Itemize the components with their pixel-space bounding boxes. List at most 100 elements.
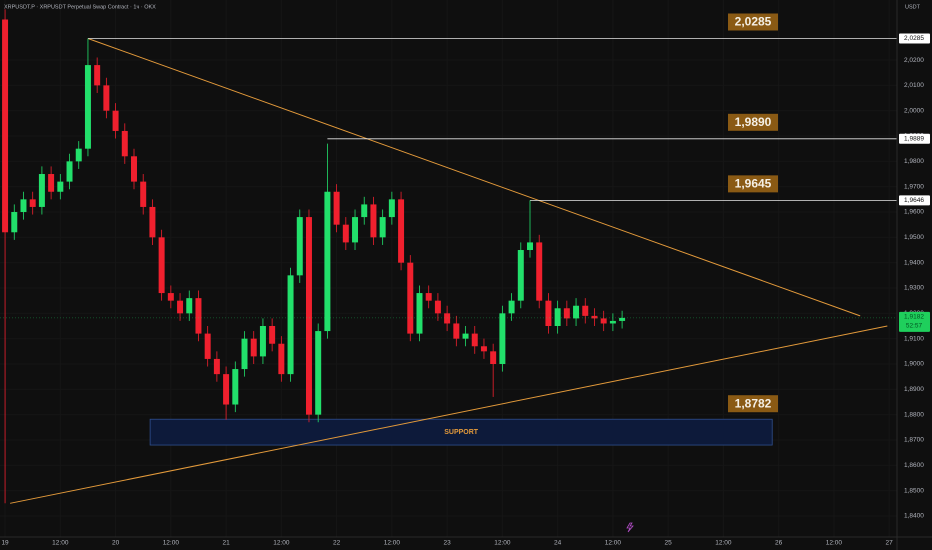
x-tick-label: 12:00 [826,540,843,547]
x-tick-label: 23 [444,540,452,547]
y-tick-label: 1,9800 [904,158,924,165]
candle-body [204,333,211,359]
x-tick-label: 12:00 [605,540,622,547]
level-tag [899,133,930,144]
candle-body [213,358,220,375]
y-tick-label: 1,8400 [904,513,924,520]
y-tick-label: 2,0100 [904,82,924,89]
callout-label: 2,0285 [735,15,772,29]
x-tick-label: 24 [554,540,562,547]
y-tick-label: 1,9300 [904,285,924,292]
candle-body [324,191,331,332]
callout-box [728,113,778,131]
icon [626,522,634,533]
x-tick-label: 12:00 [494,540,511,547]
candle-body [121,130,128,157]
candle-body [471,333,478,347]
candle-body [11,212,18,233]
candle-body [66,161,73,182]
candle-body [600,318,607,324]
candle-body [305,217,312,415]
candle-body [416,293,423,334]
candle-body [287,275,294,375]
candle-body [591,315,598,319]
candle-body [407,262,414,334]
x-tick-label: 22 [333,540,341,547]
x-tick-label: 12:00 [384,540,401,547]
y-tick-label: 1,8600 [904,462,924,469]
candle-body [48,174,55,192]
candle-body [315,331,322,415]
candle-body [269,325,276,344]
trendline [87,38,861,317]
candle-body [103,85,110,111]
chart-title: XRPUSDT.P · XRPUSDT Perpetual Swap Contr… [4,4,156,10]
candle-body [112,110,119,131]
currency: USDT [905,4,921,10]
candle-body [75,148,82,162]
x-tick-label: 20 [112,540,120,547]
callout-box [728,395,778,413]
candle-body [379,217,386,238]
candle-body [57,181,64,192]
candle-body [167,293,174,301]
callout-label: 1,9645 [735,177,772,191]
y-tick-label: 2,0200 [904,57,924,64]
candle-body [296,217,303,276]
candle-body [499,313,506,364]
trendline [10,325,888,504]
y-tick-label: 1,8500 [904,487,924,494]
candle-body [582,305,589,316]
candle-body [573,305,580,319]
candle-body [158,237,165,294]
candle-body [480,346,487,352]
candle-body [490,351,497,364]
price-axis-bg [897,0,932,550]
level-tag [899,195,930,206]
candle-body [94,65,101,86]
y-tick-label: 2,0000 [904,107,924,114]
candle-body [352,217,359,243]
candle-body [462,333,469,339]
callout-box [728,13,778,31]
candle-body [434,300,441,314]
candle-body [563,308,570,319]
candle-body [241,338,248,370]
candle-body [186,298,193,314]
level-tag [899,33,930,44]
candle-body [20,199,27,213]
candle-body [195,298,202,334]
candle-body [527,242,533,251]
level-tag-label: 1,9889 [904,136,924,143]
x-tick-label: 19 [1,540,9,547]
level-tag-label: 1,9646 [904,197,924,204]
candle-body [29,199,36,207]
x-tick-label: 26 [775,540,783,547]
x-tick-label: 25 [665,540,673,547]
candle-body [2,19,9,233]
candle-body [361,204,368,218]
y-tick-label: 1,9000 [904,361,924,368]
candle-body [425,293,432,301]
x-tick-label: 12:00 [273,540,290,547]
candle-body [536,242,543,301]
callout-label: 1,8782 [735,396,772,410]
y-tick-label: 1,9600 [904,209,924,216]
candle-body [223,374,230,405]
support-zone [149,418,773,446]
candle-body [259,325,266,357]
candle-body [609,320,616,324]
candle-body [342,224,349,243]
candle-body [554,308,561,326]
y-tick-label: 1,9400 [904,259,924,266]
candle-body [545,300,552,326]
y-tick-label: 1,9500 [904,234,924,241]
candle-body [444,313,451,324]
x-tick-label: 27 [886,540,894,547]
callout-box [728,175,778,193]
candle-body [140,181,147,207]
y-tick-label: 1,8700 [904,437,924,444]
candle-body [388,199,395,218]
